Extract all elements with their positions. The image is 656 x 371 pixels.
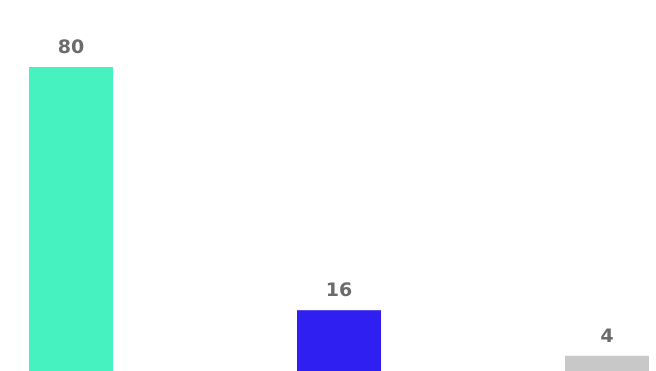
bar-3 xyxy=(565,355,649,371)
bars-group xyxy=(29,67,649,371)
value-labels-group: 80 16 4 xyxy=(58,36,614,347)
bar-2 xyxy=(297,310,381,371)
bar-1 xyxy=(29,67,113,371)
bar-value-label-2: 16 xyxy=(326,279,352,301)
bar-value-label-1: 80 xyxy=(58,36,84,58)
bar-value-label-3: 4 xyxy=(600,325,613,347)
